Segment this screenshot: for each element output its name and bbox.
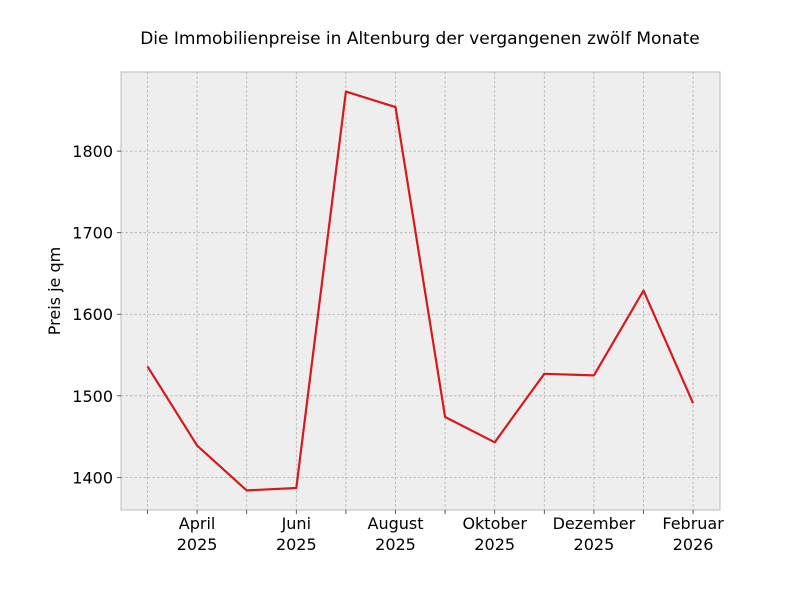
chart-title: Die Immobilienpreise in Altenburg der ve… [140,29,700,49]
x-tick-label: April 2025 [177,514,218,554]
x-tick-label: Dezember 2025 [553,514,636,554]
y-tick-label: 1800 [72,142,113,161]
y-tick-label: 1600 [72,305,113,324]
y-tick-label: 1500 [72,387,113,406]
y-axis-label: Preis je qm [45,247,64,335]
x-tick-label: Juni 2025 [276,514,317,554]
x-tick-label: August 2025 [368,514,424,554]
plot-area [120,71,721,511]
x-tick-label: Oktober 2025 [462,514,527,554]
y-tick-label: 1400 [72,468,113,487]
x-tick-label: Februar 2026 [662,514,724,554]
series-line [146,90,695,492]
y-tick-label: 1700 [72,224,113,243]
y-axis: 1400 1500 1600 1700 1800 [72,142,121,487]
x-axis: April 2025 Juni 2025 August 2025 Oktober 2025 De… [147,510,724,554]
grid [121,72,720,510]
series-layer [146,90,695,492]
